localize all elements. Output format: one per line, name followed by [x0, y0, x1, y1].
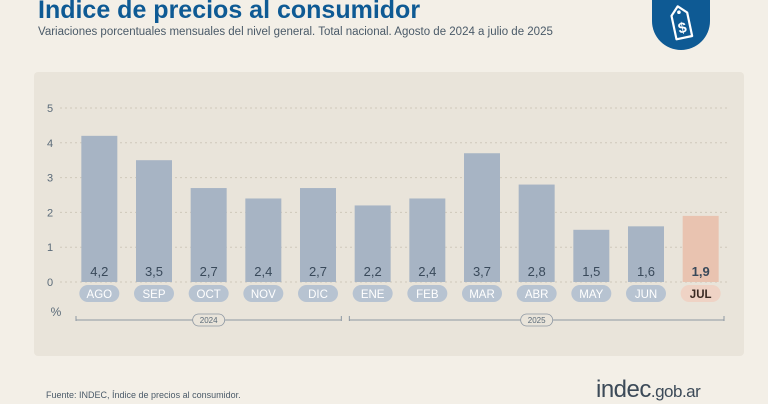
bar-value-label: 2,4	[418, 264, 436, 279]
bar-value-label: 3,7	[473, 264, 491, 279]
chart-panel: 0 1 2 3 4 5% 4,2 AGO 3,5 SEP 2,7 OCT 2,4 NOV 2,7 DIC 2,2…	[34, 72, 744, 356]
bar-value-label: 2,7	[200, 264, 218, 279]
year-group-label: 2024	[200, 316, 218, 325]
y-tick-label: 1	[47, 242, 53, 254]
x-tick-label: DIC	[308, 289, 328, 301]
page-title: Índice de precios al consumidor	[38, 0, 420, 25]
y-tick-label: 4	[47, 138, 53, 150]
bar-value-label: 3,5	[145, 264, 163, 279]
x-tick-label: NOV	[251, 289, 276, 301]
x-tick-label: JUL	[690, 289, 712, 301]
x-tick-label: SEP	[142, 289, 165, 301]
y-tick-label: 2	[47, 207, 53, 219]
x-tick-label: MAY	[579, 289, 603, 301]
x-tick-label: FEB	[416, 289, 439, 301]
bar	[464, 153, 500, 282]
price-tag-dollar-icon: $	[652, 0, 710, 50]
bar-chart: 0 1 2 3 4 5% 4,2 AGO 3,5 SEP 2,7 OCT 2,4 NOV 2,7 DIC 2,2…	[34, 72, 744, 356]
bar-value-label: 2,2	[364, 264, 382, 279]
x-tick-label: MAR	[469, 289, 495, 301]
bar-value-label: 1,5	[582, 264, 600, 279]
x-tick-label: ABR	[525, 289, 549, 301]
page-subtitle: Variaciones porcentuales mensuales del n…	[38, 26, 553, 38]
y-tick-label: 0	[47, 277, 53, 289]
x-tick-label: OCT	[197, 289, 221, 301]
y-tick-label: 3	[47, 173, 53, 185]
bar	[81, 136, 117, 282]
year-group-label: 2025	[528, 316, 546, 325]
bar-value-label: 2,7	[309, 264, 327, 279]
y-axis-label: %	[51, 305, 62, 319]
logo-main: indec	[596, 376, 651, 403]
bar-value-label: 2,8	[528, 264, 546, 279]
x-tick-label: AGO	[87, 289, 113, 301]
bar-value-label: 2,4	[254, 264, 272, 279]
x-tick-label: JUN	[635, 289, 657, 301]
bar-value-label: 4,2	[90, 264, 108, 279]
price-badge: $	[652, 0, 710, 50]
x-tick-label: ENE	[361, 289, 385, 301]
bar-value-label: 1,6	[637, 264, 655, 279]
logo-suffix: .gob.ar	[651, 382, 700, 401]
y-tick-label: 5	[47, 103, 53, 115]
bar-value-label: 1,9	[692, 264, 710, 279]
svg-text:$: $	[677, 19, 689, 37]
source-note: Fuente: INDEC, Índice de precios al cons…	[46, 390, 241, 400]
